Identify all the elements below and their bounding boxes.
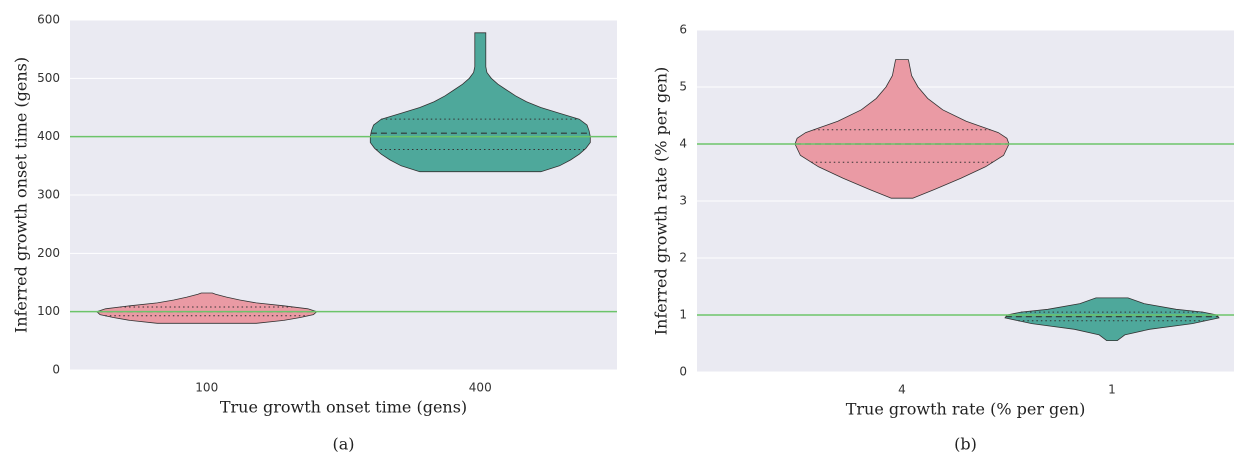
- y-tick-label: 200: [37, 246, 60, 260]
- x-axis-label: True growth onset time (gens): [220, 398, 467, 417]
- y-tick-label: 600: [37, 13, 60, 27]
- x-tick-label: 400: [469, 381, 492, 395]
- y-tick-label: 6: [679, 23, 687, 37]
- y-tick-label: 100: [37, 304, 60, 318]
- y-tick-label: 5: [679, 80, 687, 94]
- x-tick-label: 4: [898, 383, 906, 397]
- y-tick-label: 0: [52, 363, 60, 377]
- y-tick-label: 500: [37, 71, 60, 85]
- y-tick-label: 400: [37, 129, 60, 143]
- caption: (b): [954, 435, 977, 454]
- caption: (a): [332, 435, 354, 454]
- y-tick-label: 4: [679, 137, 687, 151]
- y-tick-label: 300: [37, 188, 60, 202]
- y-tick-label: 2: [679, 251, 687, 265]
- violin: [794, 59, 1010, 199]
- panel: 0 1 2 3 4 5 6 4 1 True growth rate (% per gen) Inf…: [652, 23, 1234, 454]
- y-tick-label: 1: [679, 308, 687, 322]
- x-tick-label: 1: [1108, 383, 1116, 397]
- y-tick-label: 0: [679, 365, 687, 379]
- y-tick-label: 3: [679, 194, 687, 208]
- y-axis-label: Inferred growth rate (% per gen): [652, 67, 671, 336]
- x-tick-label: 100: [195, 381, 218, 395]
- x-axis-label: True growth rate (% per gen): [846, 400, 1086, 419]
- y-axis-label: Inferred growth onset time (gens): [12, 57, 31, 333]
- violin: [1004, 297, 1220, 341]
